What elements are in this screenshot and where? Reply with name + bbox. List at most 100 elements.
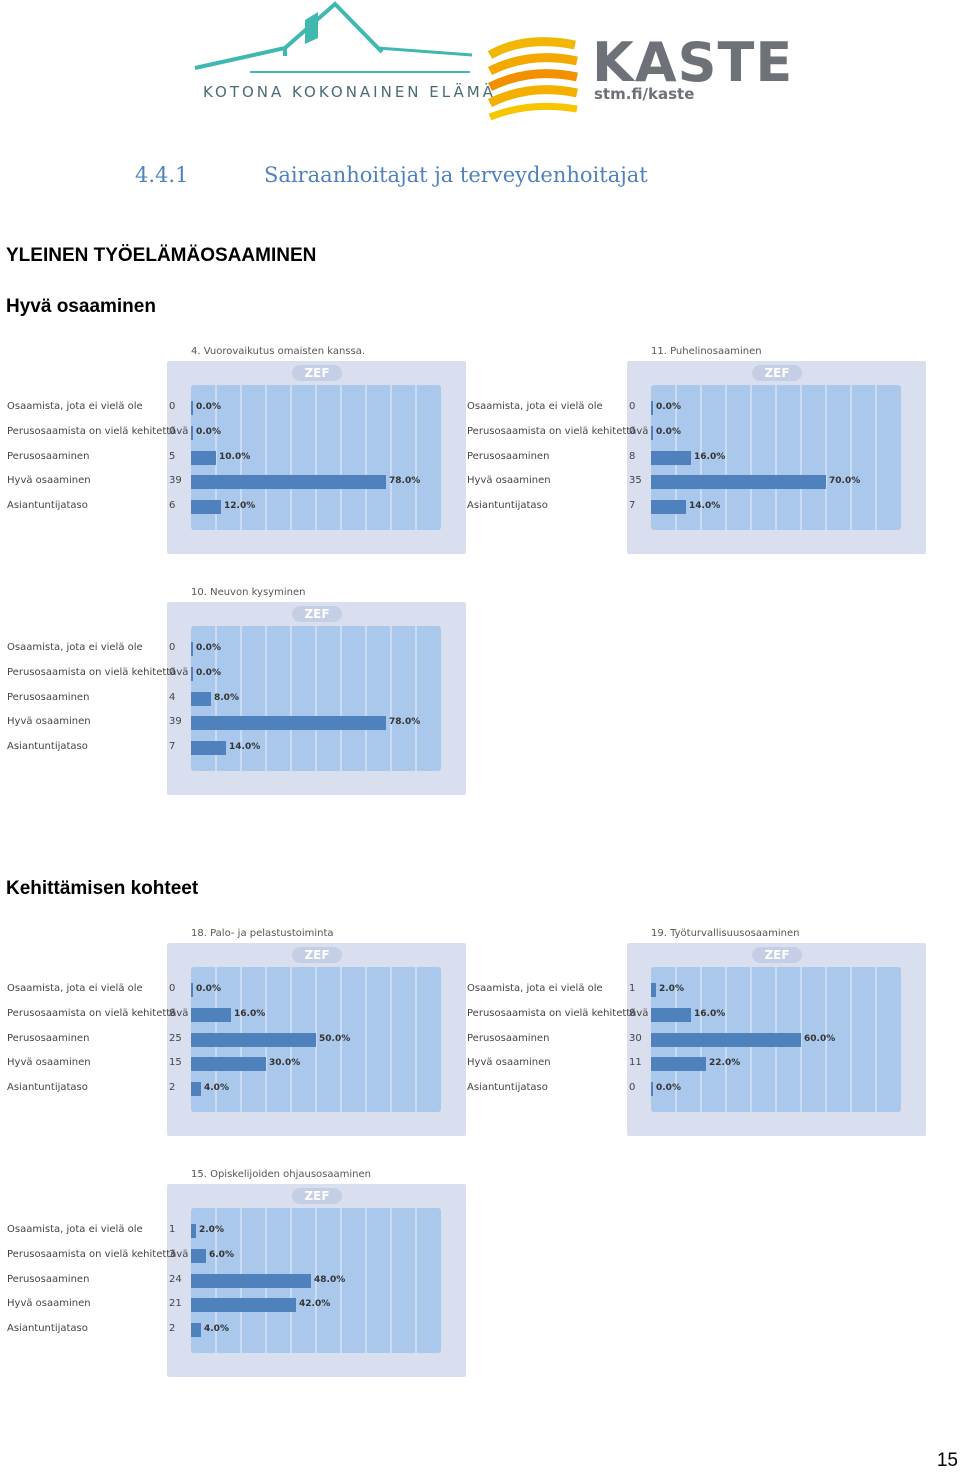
bar xyxy=(191,426,193,440)
chart-neuvon-kysyminen: 10. Neuvon kysyminen ZEF Osaamista, jota e… xyxy=(7,587,477,807)
category-label: Osaamista, jota ei vielä ole xyxy=(7,642,143,653)
gridline xyxy=(365,626,367,771)
percent-label: 4.0% xyxy=(204,1324,229,1334)
category-label: Hyvä osaaminen xyxy=(467,1057,551,1068)
bar xyxy=(651,1033,801,1047)
gridline xyxy=(265,626,267,771)
bar xyxy=(191,451,216,465)
percent-label: 14.0% xyxy=(689,501,721,511)
gridline xyxy=(240,385,242,530)
percent-label: 0.0% xyxy=(196,984,221,994)
kaste-logo-text: KASTE xyxy=(592,31,794,94)
gridline xyxy=(240,626,242,771)
gridline xyxy=(850,385,852,530)
gridline xyxy=(340,626,342,771)
percent-label: 60.0% xyxy=(804,1034,836,1044)
percent-label: 12.0% xyxy=(224,501,256,511)
gridline xyxy=(340,385,342,530)
category-label: Asiantuntijataso xyxy=(7,1323,88,1334)
response-count: 8 xyxy=(169,1008,176,1019)
response-count: 0 xyxy=(629,1082,636,1093)
bar xyxy=(651,983,656,997)
chart-title: 11. Puhelinosaaminen xyxy=(651,346,762,357)
gridline xyxy=(290,626,292,771)
percent-label: 6.0% xyxy=(209,1250,234,1260)
chart-title: 15. Opiskelijoiden ohjausosaaminen xyxy=(191,1169,371,1180)
kaste-waves-icon xyxy=(487,37,578,121)
percent-label: 0.0% xyxy=(196,402,221,412)
gridline xyxy=(365,385,367,530)
percent-label: 0.0% xyxy=(196,427,221,437)
response-count: 1 xyxy=(169,1224,176,1235)
response-count: 39 xyxy=(169,716,182,727)
bar xyxy=(191,1249,206,1263)
bar xyxy=(651,426,653,440)
gridline xyxy=(265,385,267,530)
category-label: Perusosaamista on vielä kehitettävä xyxy=(7,667,189,678)
gridline xyxy=(365,967,367,1112)
bar xyxy=(191,1057,266,1071)
percent-label: 16.0% xyxy=(234,1009,266,1019)
zef-badge: ZEF xyxy=(752,365,802,381)
response-count: 0 xyxy=(629,401,636,412)
heading-title: Sairaanhoitajat ja terveydenhoitajat xyxy=(264,163,648,187)
bar xyxy=(191,1298,296,1312)
gridline xyxy=(415,1208,417,1353)
gridline xyxy=(315,1208,317,1353)
response-count: 8 xyxy=(629,1008,636,1019)
category-label: Asiantuntijataso xyxy=(7,500,88,511)
response-count: 2 xyxy=(169,1082,176,1093)
category-label: Osaamista, jota ei vielä ole xyxy=(7,983,143,994)
category-label: Hyvä osaaminen xyxy=(7,1057,91,1068)
bar xyxy=(191,741,226,755)
percent-label: 50.0% xyxy=(319,1034,351,1044)
response-count: 7 xyxy=(169,741,176,752)
response-count: 3 xyxy=(169,1249,176,1260)
bar xyxy=(191,1224,196,1238)
category-label: Hyvä osaaminen xyxy=(467,475,551,486)
response-count: 30 xyxy=(629,1033,642,1044)
percent-label: 30.0% xyxy=(269,1058,301,1068)
chart-palo-ja-pelastustoiminta: 18. Palo- ja pelastustoiminta ZEF Osaamist… xyxy=(7,928,477,1148)
bar xyxy=(651,500,686,514)
category-label: Asiantuntijataso xyxy=(467,1082,548,1093)
category-label: Hyvä osaaminen xyxy=(7,475,91,486)
response-count: 39 xyxy=(169,475,182,486)
response-count: 5 xyxy=(169,451,176,462)
percent-label: 78.0% xyxy=(389,476,421,486)
gridline xyxy=(315,385,317,530)
subsection-development-areas: Kehittämisen kohteet xyxy=(6,878,199,899)
response-count: 2 xyxy=(169,1323,176,1334)
percent-label: 16.0% xyxy=(694,452,726,462)
bar xyxy=(191,1008,231,1022)
response-count: 25 xyxy=(169,1033,182,1044)
category-label: Hyvä osaaminen xyxy=(7,716,91,727)
gridline xyxy=(850,967,852,1112)
category-label: Perusosaaminen xyxy=(7,1274,90,1285)
category-label: Osaamista, jota ei vielä ole xyxy=(467,983,603,994)
percent-label: 48.0% xyxy=(314,1275,346,1285)
gridline xyxy=(875,967,877,1112)
bar xyxy=(191,1033,316,1047)
percent-label: 16.0% xyxy=(694,1009,726,1019)
response-count: 6 xyxy=(169,500,176,511)
category-label: Perusosaaminen xyxy=(467,1033,550,1044)
bar xyxy=(651,1057,706,1071)
bar xyxy=(191,716,386,730)
bar xyxy=(651,1008,691,1022)
response-count: 15 xyxy=(169,1057,182,1068)
subsection-good-skills: Hyvä osaaminen xyxy=(6,296,156,317)
gridline xyxy=(215,626,217,771)
percent-label: 0.0% xyxy=(656,427,681,437)
gridline xyxy=(340,1208,342,1353)
percent-label: 70.0% xyxy=(829,476,861,486)
gridline xyxy=(315,626,317,771)
category-label: Perusosaaminen xyxy=(7,451,90,462)
chart-opiskelijoiden-ohjausosaaminen: 15. Opiskelijoiden ohjausosaaminen ZEF Osa… xyxy=(7,1169,477,1389)
gridline xyxy=(390,385,392,530)
chart-tyoturvallisuusosaaminen: 19. Työturvallisuusosaaminen ZEF Osaamista… xyxy=(467,928,937,1148)
gridline xyxy=(415,385,417,530)
bar xyxy=(191,401,193,415)
house-logo-icon xyxy=(194,1,473,73)
bar xyxy=(191,475,386,489)
